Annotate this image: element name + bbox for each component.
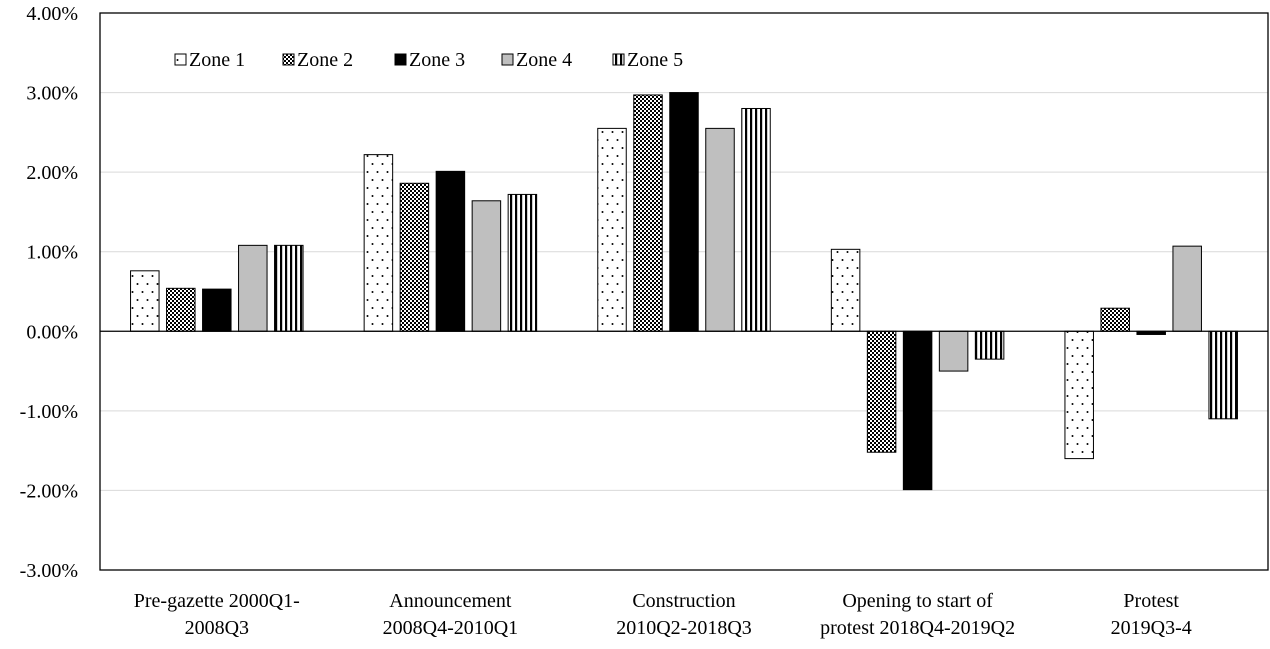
bar-zone-1-cat-4 [830,248,861,332]
bar-zone-1-cat-2 [363,154,394,332]
legend-label: Zone 1 [189,49,245,71]
bar-zone-1-cat-5 [1064,330,1094,460]
bar-zone-3-cat-1 [202,288,232,332]
bar-zone-5-cat-3 [741,107,771,332]
y-tick-label: -2.00% [20,480,78,502]
bar-zone-4-cat-2 [471,200,502,332]
bar-zone-4-cat-4 [938,330,969,372]
x-tick-label: Opening to start of [842,590,993,612]
x-tick-label: 2010Q2-2018Q3 [616,617,752,639]
bar-zone-4-cat-3 [705,127,735,332]
x-tick-label: Pre-gazette 2000Q1- [134,590,300,612]
legend-label: Zone 5 [627,49,683,71]
bar-zone-5-cat-4 [974,330,1005,360]
bar-zone-3-cat-3 [669,92,699,332]
bar-zone-2-cat-2 [399,182,430,332]
x-tick-label: 2008Q3 [185,617,249,639]
legend-swatch [174,53,187,66]
legend-swatch [282,53,295,66]
y-tick-label: 1.00% [26,242,78,264]
y-tick-label: -3.00% [20,560,78,582]
bar-zone-2-cat-3 [633,94,663,332]
legend-swatch [394,53,407,66]
bar-zone-3-cat-4 [902,330,933,491]
x-tick-label: Construction [632,590,735,612]
y-tick-label: 0.00% [26,321,78,343]
x-tick-labels: Pre-gazette 2000Q1- 2008Q3 Announcement 200… [134,590,1192,639]
bar-zone-5-cat-2 [507,193,538,332]
x-tick-label: Announcement [389,590,512,612]
y-tick-label: 2.00% [26,162,78,184]
legend: Zone 1 Zone 2 Zone 3 Zone 4 Zone 5 [174,49,683,71]
bar-zone-5-cat-1 [274,244,304,332]
bar-zone-5-cat-5 [1208,330,1238,420]
bar-zone-1-cat-3 [597,127,627,332]
bar-zone-2-cat-5 [1100,307,1130,332]
legend-label: Zone 2 [297,49,353,71]
x-tick-label: 2008Q4-2010Q1 [383,617,519,639]
bar-zone-4-cat-1 [238,244,268,332]
y-tick-labels: 4.00% 3.00% 2.00% 1.00% 0.00% -1.00% -2.00% -3.… [20,3,78,582]
x-tick-label: 2019Q3-4 [1111,617,1192,639]
legend-label: Zone 3 [409,49,465,71]
x-tick-label: protest 2018Q4-2019Q2 [820,617,1015,639]
bars [130,92,1238,491]
y-tick-label: -1.00% [20,401,78,423]
legend-swatch [501,53,514,66]
y-tick-label: 4.00% [26,3,78,25]
y-tick-label: 3.00% [26,83,78,105]
bar-zone-3-cat-2 [435,170,466,332]
bar-zone-1-cat-1 [130,270,160,332]
legend-swatch [612,53,625,66]
legend-label: Zone 4 [516,49,572,71]
x-tick-label: Protest [1123,590,1179,612]
bar-zone-2-cat-1 [166,287,196,332]
axes [99,12,1269,571]
bar-zone-4-cat-5 [1172,245,1202,332]
bar-zone-2-cat-4 [866,330,897,453]
plot-frame [99,12,1269,571]
